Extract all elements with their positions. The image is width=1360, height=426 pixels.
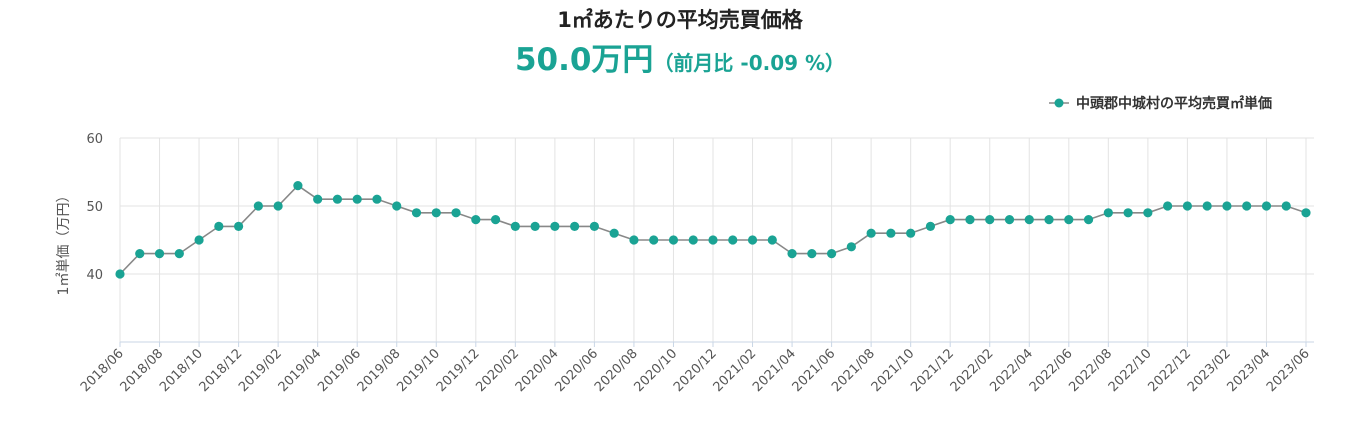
data-point: [154, 249, 165, 259]
data-point: [431, 208, 441, 218]
data-point: [471, 215, 481, 225]
data-point: [411, 208, 422, 218]
data-point: [1103, 208, 1113, 218]
data-point: [728, 235, 738, 245]
data-point: [1004, 215, 1015, 225]
data-point: [1044, 215, 1054, 225]
y-axis-label: 1㎡単価（万円）: [56, 189, 72, 296]
data-point: [846, 242, 856, 252]
data-point: [985, 215, 995, 225]
series-line-group: [115, 181, 1311, 279]
data-point: [253, 201, 263, 211]
data-point: [550, 221, 560, 231]
data-point: [708, 235, 718, 245]
data-point: [668, 235, 679, 245]
legend-dot-marker: [1054, 98, 1064, 108]
data-point: [194, 235, 204, 245]
data-point: [530, 221, 540, 231]
average-price: 50.0万円: [514, 42, 654, 78]
data-point: [649, 235, 659, 245]
y-tick-label: 40: [86, 268, 103, 283]
data-point: [451, 208, 461, 218]
x-tick-label: 2023/06: [1264, 346, 1313, 395]
data-point: [906, 228, 916, 238]
data-point: [965, 215, 975, 225]
x-axis: 2018/062018/082018/102018/122019/022019/…: [78, 341, 1314, 395]
data-point: [1182, 201, 1192, 211]
data-point: [1123, 208, 1133, 218]
y-tick-label: 60: [86, 132, 103, 147]
data-point: [767, 235, 777, 245]
data-point: [747, 235, 758, 245]
legend[interactable]: 中頭郡中城村の平均売買㎡単価: [1049, 95, 1272, 112]
data-point: [490, 215, 501, 225]
data-point: [1024, 215, 1034, 225]
data-point: [352, 194, 362, 204]
price-summary: 50.0万円（前月比 -0.09 %）: [0, 34, 1360, 79]
data-point: [609, 228, 619, 238]
data-point: [1064, 215, 1074, 225]
data-point: [589, 221, 600, 231]
data-point: [214, 221, 224, 231]
data-point: [866, 228, 876, 238]
data-point: [1083, 215, 1094, 225]
data-point: [115, 269, 125, 279]
data-point: [1301, 208, 1311, 218]
data-point: [234, 221, 244, 231]
data-point: [332, 194, 343, 204]
data-point: [1143, 208, 1153, 218]
data-point: [1163, 201, 1173, 211]
data-point: [787, 249, 797, 259]
legend-label: 中頭郡中城村の平均売買㎡単価: [1076, 95, 1272, 112]
data-point: [510, 221, 520, 231]
data-point: [807, 249, 817, 259]
data-point: [372, 194, 382, 204]
y-axis: 40 50 60: [86, 132, 103, 283]
data-point: [886, 228, 896, 238]
data-point: [945, 215, 955, 225]
data-point: [1261, 201, 1272, 211]
data-point: [1281, 201, 1291, 211]
data-point: [925, 221, 936, 231]
data-point: [174, 249, 184, 259]
data-point: [392, 201, 402, 211]
data-point: [273, 201, 283, 211]
y-tick-label: 50: [86, 200, 103, 215]
data-point: [135, 249, 145, 259]
data-point: [313, 194, 323, 204]
data-point: [570, 221, 580, 231]
chart-title: 1㎡あたりの平均売買価格: [557, 8, 803, 32]
month-over-month-change: （前月比 -0.09 %）: [653, 51, 846, 75]
data-point: [827, 249, 837, 259]
data-point: [1202, 201, 1212, 211]
data-point: [1242, 201, 1252, 211]
data-point: [629, 235, 639, 245]
data-point: [293, 181, 303, 191]
data-point: [688, 235, 698, 245]
data-point: [1222, 201, 1232, 211]
